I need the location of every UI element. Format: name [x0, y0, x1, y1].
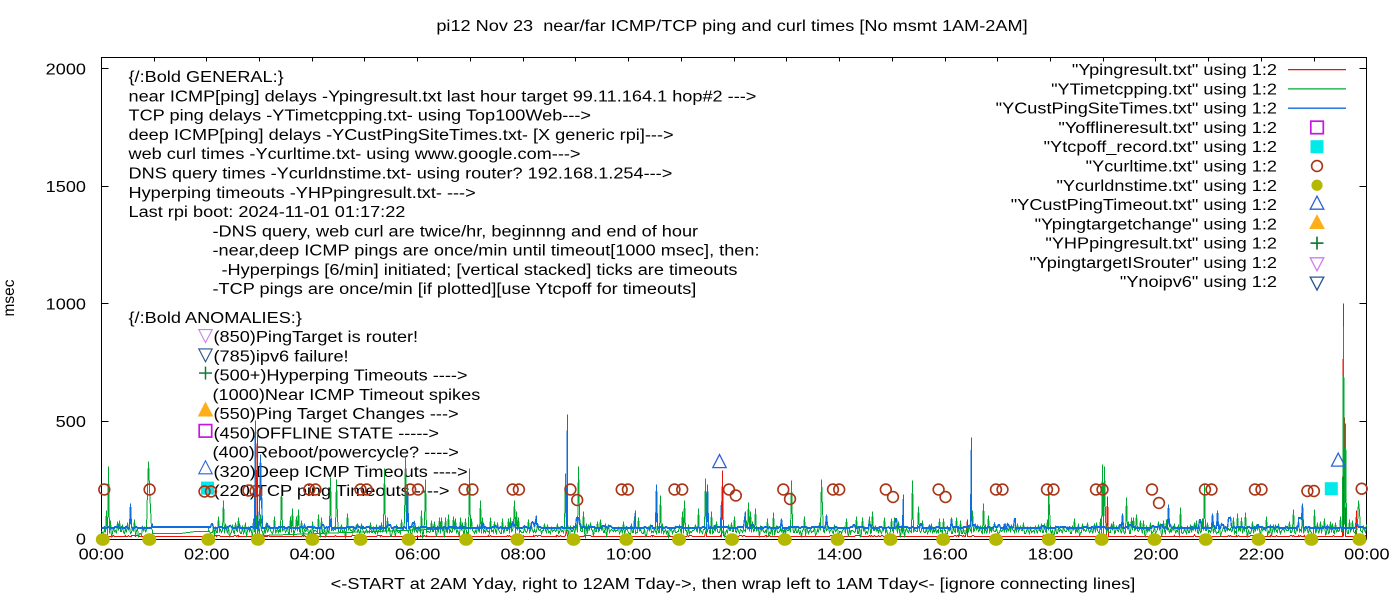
svg-text:msec: msec	[1, 279, 18, 316]
svg-text:"Ynoipv6" using 1:2: "Ynoipv6" using 1:2	[1120, 274, 1277, 291]
svg-text:"YCustPingSiteTimes.txt" using: "YCustPingSiteTimes.txt" using 1:2	[996, 101, 1277, 118]
svg-text:"YTimetcpping.txt" using 1:2: "YTimetcpping.txt" using 1:2	[1051, 81, 1277, 98]
svg-text:{/:Bold ANOMALIES:}: {/:Bold ANOMALIES:}	[129, 310, 302, 327]
svg-text:(500+)Hyperping Timeouts ---->: (500+)Hyperping Timeouts ---->	[214, 368, 468, 385]
svg-text:"Ytcpoff_record.txt" using 1:2: "Ytcpoff_record.txt" using 1:2	[1044, 139, 1277, 156]
svg-text:18:00: 18:00	[1028, 547, 1074, 564]
svg-text:"YpingtargetISrouter" using 1:: "YpingtargetISrouter" using 1:2	[1030, 255, 1277, 272]
svg-text:"Ycurldnstime.txt" using 1:2: "Ycurldnstime.txt" using 1:2	[1057, 178, 1278, 195]
svg-text:06:00: 06:00	[395, 547, 441, 564]
svg-text:08:00: 08:00	[500, 547, 546, 564]
svg-text:14:00: 14:00	[817, 547, 863, 564]
svg-text:-near,deep ICMP pings are once: -near,deep ICMP pings are once/min until…	[213, 243, 760, 260]
svg-text:<-START at 2AM Yday, right to: <-START at 2AM Yday, right to 12AM Tday-…	[331, 576, 1136, 593]
svg-text:02:00: 02:00	[184, 547, 230, 564]
svg-text:web curl times -Ycurltime.txt-: web curl times -Ycurltime.txt- using www…	[127, 146, 580, 163]
svg-text:(320)Deep ICMP Timeouts ---->: (320)Deep ICMP Timeouts ---->	[214, 464, 468, 481]
svg-text:{/:Bold GENERAL:}: {/:Bold GENERAL:}	[129, 69, 284, 86]
svg-text:(785)ipv6 failure!: (785)ipv6 failure!	[214, 348, 349, 365]
svg-text:04:00: 04:00	[290, 547, 336, 564]
svg-text:500: 500	[56, 414, 87, 431]
svg-text:(550)Ping Target Changes --->: (550)Ping Target Changes --->	[214, 406, 459, 423]
svg-text:DNS query times -Ycurldnstime.: DNS query times -Ycurldnstime.txt- using…	[129, 166, 673, 183]
svg-text:pi12 Nov 23 near/far ICMP/TCP: pi12 Nov 23 near/far ICMP/TCP ping and c…	[436, 18, 1027, 35]
svg-text:"Ycurltime.txt" using 1:2: "Ycurltime.txt" using 1:2	[1086, 159, 1277, 176]
svg-text:near ICMP[ping] delays -Ypingr: near ICMP[ping] delays -Ypingresult.txt …	[129, 88, 757, 105]
svg-text:"YHPpingresult.txt" using 1:2: "YHPpingresult.txt" using 1:2	[1045, 236, 1277, 253]
svg-text:12:00: 12:00	[711, 547, 757, 564]
svg-text:deep ICMP[ping] delays -YCustP: deep ICMP[ping] delays -YCustPingSiteTim…	[129, 127, 674, 144]
svg-text:(1000)Near ICMP Timeout spikes: (1000)Near ICMP Timeout spikes	[213, 387, 481, 404]
svg-text:-Hyperpings [6/min] initiated;: -Hyperpings [6/min] initiated; [vertical…	[222, 262, 738, 279]
svg-text:1000: 1000	[46, 296, 87, 313]
svg-text:"Ypingtargetchange" using 1:2: "Ypingtargetchange" using 1:2	[1035, 216, 1277, 233]
svg-text:"Ypingresult.txt" using 1:2: "Ypingresult.txt" using 1:2	[1072, 62, 1277, 79]
svg-text:00:00: 00:00	[79, 547, 125, 564]
svg-text:(850)PingTarget is router!: (850)PingTarget is router!	[214, 329, 419, 346]
svg-text:-TCP pings are once/min [if pl: -TCP pings are once/min [if plotted][use…	[213, 281, 697, 298]
svg-text:-DNS query, web curl are twice: -DNS query, web curl are twice/hr, begin…	[213, 223, 699, 240]
svg-text:(220)TCP ping Timeouts ---->: (220)TCP ping Timeouts ---->	[214, 483, 450, 500]
svg-text:"YCustPingTimeout.txt" using 1: "YCustPingTimeout.txt" using 1:2	[1011, 197, 1277, 214]
svg-text:20:00: 20:00	[1133, 547, 1179, 564]
svg-text:"Yofflineresult.txt" using 1:2: "Yofflineresult.txt" using 1:2	[1058, 120, 1277, 137]
svg-text:Hyperping timeouts -YHPpingres: Hyperping timeouts -YHPpingresult.txt- -…	[129, 185, 476, 202]
svg-text:TCP ping delays -YTimetcpping.: TCP ping delays -YTimetcpping.txt- using…	[129, 108, 592, 125]
svg-text:(400)Reboot/powercycle? ---->: (400)Reboot/powercycle? ---->	[213, 445, 459, 462]
svg-text:Last rpi boot: 2024-11-01 01:1: Last rpi boot: 2024-11-01 01:17:22	[129, 204, 406, 221]
svg-text:00:00: 00:00	[1344, 547, 1390, 564]
svg-text:16:00: 16:00	[922, 547, 968, 564]
svg-text:10:00: 10:00	[606, 547, 652, 564]
svg-text:2000: 2000	[46, 61, 87, 78]
svg-text:0: 0	[76, 532, 87, 549]
svg-text:22:00: 22:00	[1239, 547, 1285, 564]
svg-text:(450)OFFLINE STATE ----->: (450)OFFLINE STATE ----->	[214, 425, 440, 442]
svg-text:1500: 1500	[46, 179, 87, 196]
